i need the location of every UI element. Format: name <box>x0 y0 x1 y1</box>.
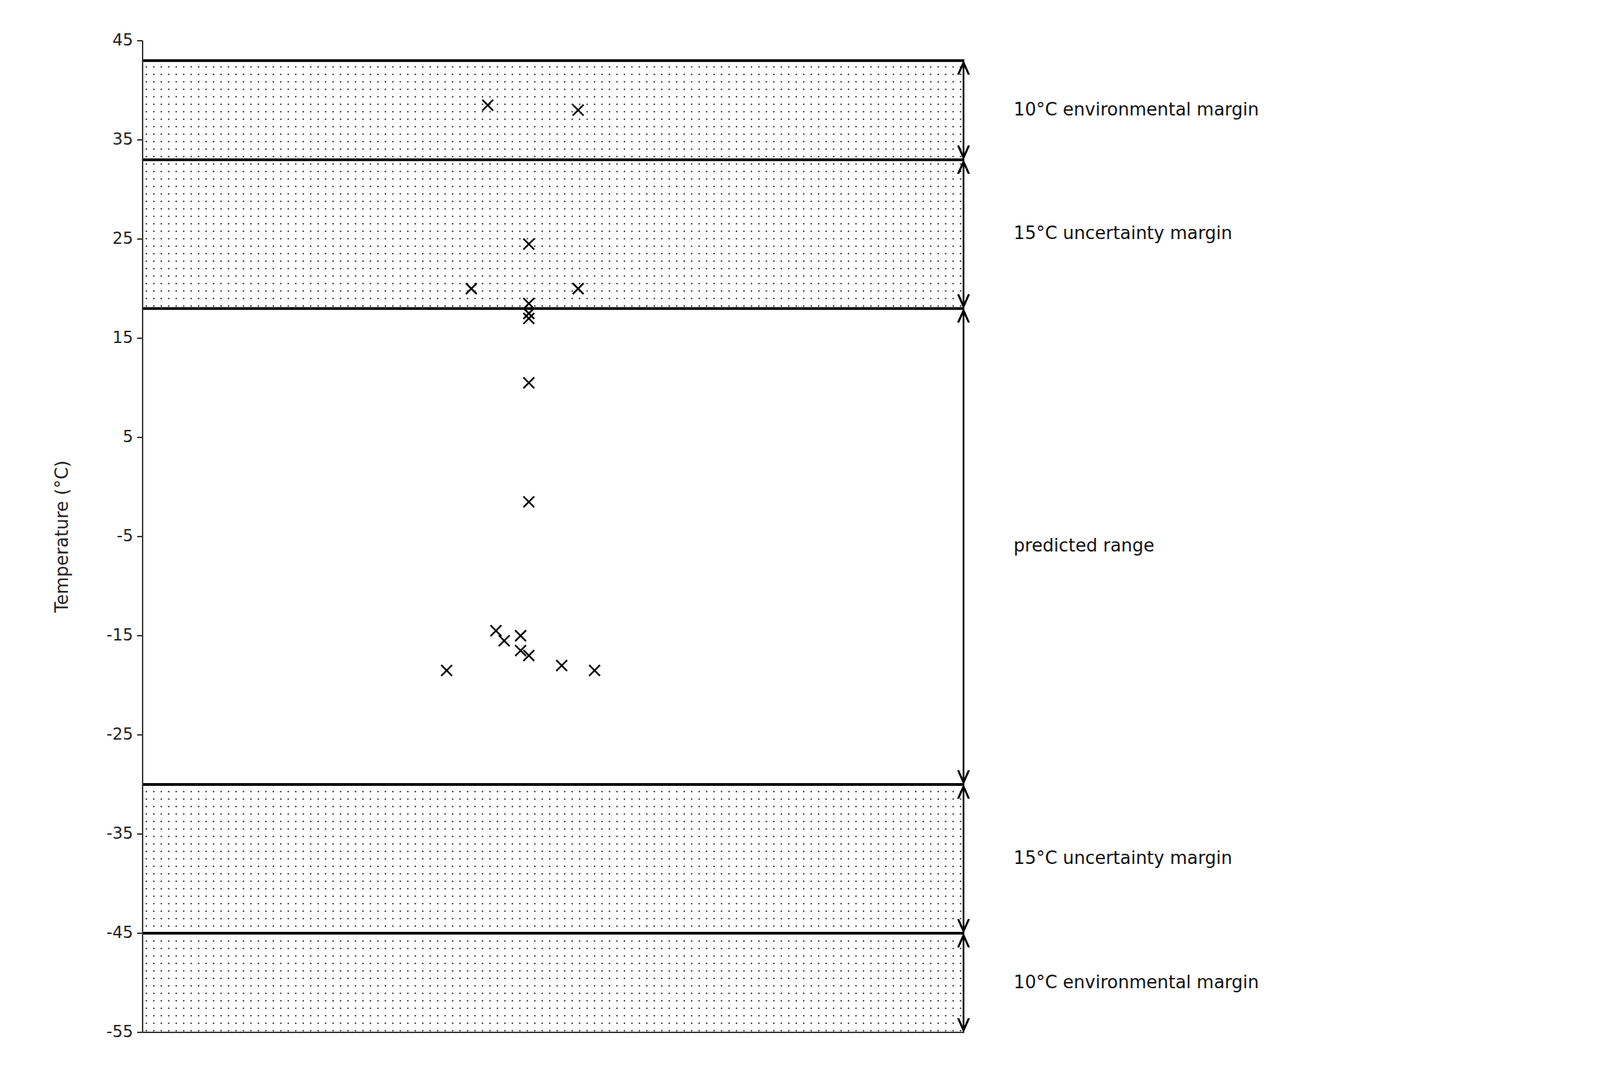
boundary-line <box>142 59 965 62</box>
data-point <box>589 664 601 676</box>
y-tick-label: 25 <box>112 228 134 248</box>
y-tick-label: 45 <box>112 30 134 50</box>
y-tick-label: -45 <box>106 922 134 942</box>
data-point <box>523 377 535 389</box>
y-tick-label: -15 <box>106 625 134 645</box>
data-point <box>523 298 535 309</box>
data-point <box>523 649 535 661</box>
data-point <box>523 238 535 250</box>
stipple-band <box>142 159 965 309</box>
boundary-line <box>142 158 965 161</box>
data-point <box>572 104 584 116</box>
y-tick <box>137 734 143 736</box>
annotations: 10°C environmental margin 15°C uncertaint… <box>963 62 1260 1031</box>
y-tick-label: -25 <box>106 724 134 744</box>
stipple-band <box>142 933 965 1033</box>
data-point <box>515 630 527 642</box>
y-tick-label: 35 <box>112 129 134 149</box>
data-point <box>441 664 453 676</box>
data-point <box>465 283 477 295</box>
stipple-band <box>142 784 965 934</box>
stipple-band <box>142 60 965 160</box>
y-axis-label: Temperature (°C) <box>51 460 72 614</box>
x-axis-line <box>142 1031 965 1033</box>
y-tick-label: -35 <box>106 823 134 843</box>
annotation-text: 15°C uncertainty margin <box>1013 222 1233 244</box>
y-tick-label: -55 <box>106 1022 134 1042</box>
annotation-arrow <box>962 935 966 1031</box>
chart: 45 35 25 15 5 -5 -15 -25 -35 -45 -55 Temperature (°… <box>0 0 1600 1084</box>
y-tick <box>137 40 143 42</box>
y-tick <box>137 634 143 637</box>
y-tick <box>137 932 143 934</box>
data-point <box>498 634 510 646</box>
y-tick <box>137 1031 143 1033</box>
plot-area <box>142 60 965 1033</box>
data-point <box>572 283 584 295</box>
annotation-arrow <box>962 786 966 932</box>
y-tick <box>137 139 143 141</box>
y-tick <box>137 535 143 538</box>
annotation-arrow <box>962 310 966 783</box>
data-point <box>556 660 568 671</box>
data-point <box>523 496 535 508</box>
annotation-arrow <box>962 161 966 307</box>
axes: 45 35 25 15 5 -5 -15 -25 -35 -45 -55 <box>106 30 965 1042</box>
annotation-text: 10°C environmental margin <box>1013 99 1260 120</box>
annotation-text: 10°C environmental margin <box>1013 971 1260 993</box>
y-tick <box>137 436 143 439</box>
data-point <box>490 625 502 637</box>
y-tick-label: 5 <box>122 427 134 447</box>
data-point <box>482 99 494 111</box>
y-tick <box>137 833 143 835</box>
y-tick-label: 15 <box>112 328 134 348</box>
boundary-line <box>142 783 965 786</box>
y-tick <box>137 238 143 240</box>
annotation-text: predicted range <box>1013 535 1155 556</box>
data-point <box>523 313 535 324</box>
y-tick <box>137 337 143 339</box>
boundary-line <box>142 306 965 310</box>
annotation-text: 15°C uncertainty margin <box>1013 847 1233 868</box>
annotation-arrow <box>962 62 966 158</box>
y-tick-label: -5 <box>116 526 134 546</box>
boundary-line <box>142 931 965 935</box>
